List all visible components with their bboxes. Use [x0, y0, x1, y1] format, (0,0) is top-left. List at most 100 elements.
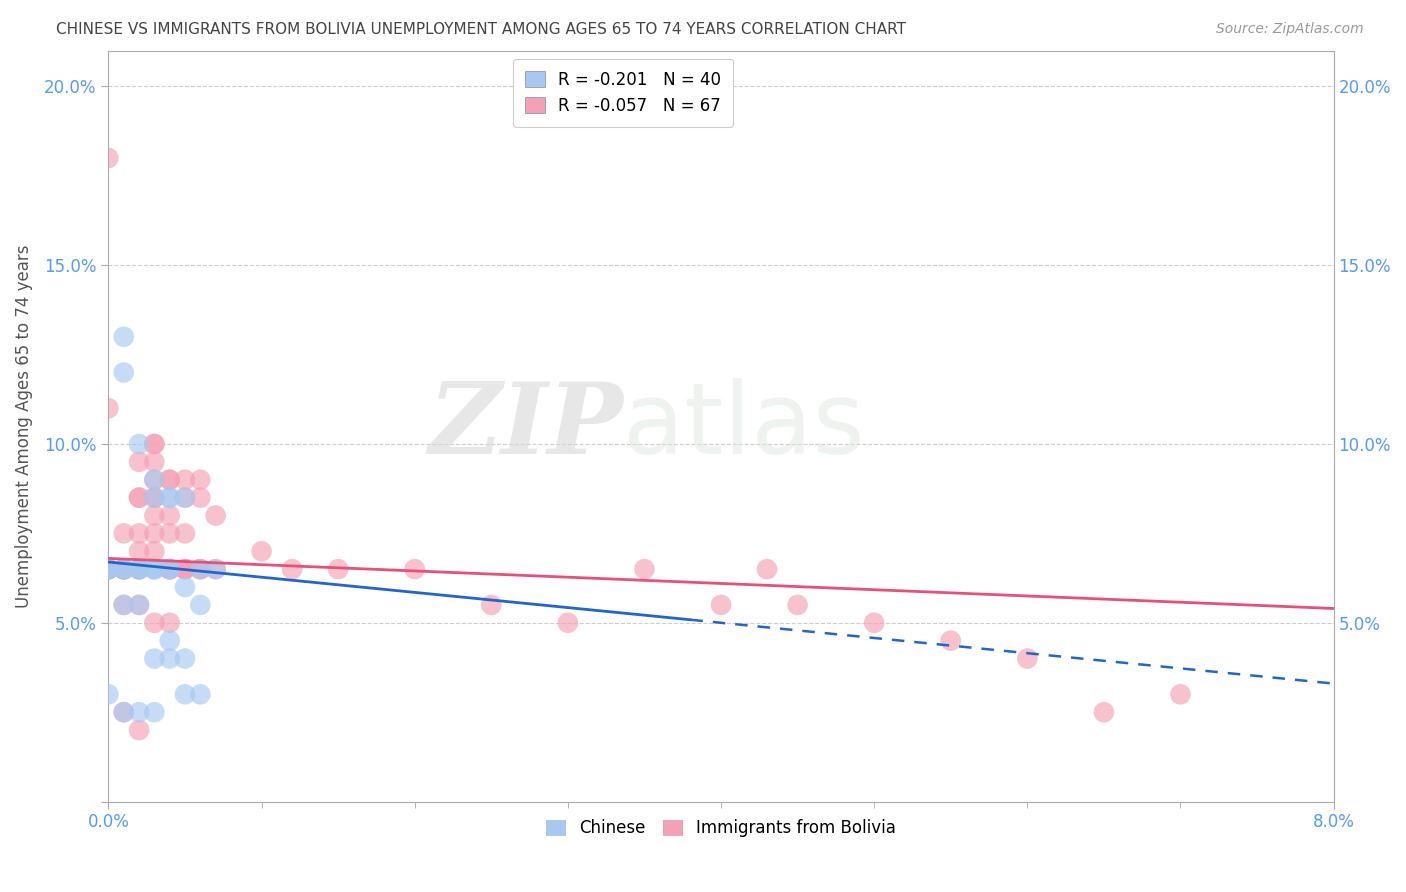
- Point: [174, 526, 197, 541]
- Point: [159, 633, 181, 648]
- Y-axis label: Unemployment Among Ages 65 to 74 years: Unemployment Among Ages 65 to 74 years: [15, 244, 32, 607]
- Point: [143, 437, 166, 451]
- Point: [479, 598, 502, 612]
- Point: [939, 633, 962, 648]
- Point: [143, 473, 166, 487]
- Point: [143, 526, 166, 541]
- Point: [633, 562, 655, 576]
- Point: [863, 615, 886, 630]
- Point: [128, 562, 150, 576]
- Point: [159, 562, 181, 576]
- Point: [97, 562, 120, 576]
- Point: [250, 544, 273, 558]
- Point: [128, 437, 150, 451]
- Point: [159, 473, 181, 487]
- Point: [97, 562, 120, 576]
- Point: [128, 562, 150, 576]
- Point: [97, 151, 120, 165]
- Point: [557, 615, 579, 630]
- Point: [159, 526, 181, 541]
- Point: [128, 562, 150, 576]
- Point: [143, 705, 166, 719]
- Point: [786, 598, 808, 612]
- Point: [112, 526, 135, 541]
- Point: [174, 491, 197, 505]
- Point: [143, 491, 166, 505]
- Point: [159, 562, 181, 576]
- Point: [112, 562, 135, 576]
- Point: [188, 562, 211, 576]
- Point: [174, 562, 197, 576]
- Point: [128, 544, 150, 558]
- Point: [128, 598, 150, 612]
- Point: [404, 562, 426, 576]
- Point: [188, 562, 211, 576]
- Point: [112, 562, 135, 576]
- Point: [1092, 705, 1115, 719]
- Point: [97, 562, 120, 576]
- Point: [112, 562, 135, 576]
- Point: [128, 491, 150, 505]
- Point: [174, 562, 197, 576]
- Point: [174, 473, 197, 487]
- Point: [97, 562, 120, 576]
- Point: [143, 491, 166, 505]
- Point: [188, 687, 211, 701]
- Point: [159, 491, 181, 505]
- Point: [1170, 687, 1192, 701]
- Point: [204, 562, 226, 576]
- Point: [281, 562, 304, 576]
- Point: [128, 562, 150, 576]
- Point: [159, 651, 181, 665]
- Point: [143, 651, 166, 665]
- Point: [143, 562, 166, 576]
- Point: [204, 562, 226, 576]
- Point: [128, 562, 150, 576]
- Point: [174, 687, 197, 701]
- Point: [143, 437, 166, 451]
- Point: [756, 562, 779, 576]
- Point: [159, 491, 181, 505]
- Point: [112, 598, 135, 612]
- Point: [159, 473, 181, 487]
- Point: [128, 705, 150, 719]
- Point: [97, 562, 120, 576]
- Point: [159, 615, 181, 630]
- Point: [112, 705, 135, 719]
- Point: [174, 491, 197, 505]
- Point: [128, 562, 150, 576]
- Point: [143, 562, 166, 576]
- Point: [143, 615, 166, 630]
- Point: [188, 562, 211, 576]
- Point: [112, 330, 135, 344]
- Point: [112, 562, 135, 576]
- Text: ZIP: ZIP: [427, 378, 623, 475]
- Point: [188, 491, 211, 505]
- Point: [174, 651, 197, 665]
- Point: [112, 562, 135, 576]
- Point: [128, 723, 150, 737]
- Point: [328, 562, 350, 576]
- Point: [159, 562, 181, 576]
- Point: [112, 562, 135, 576]
- Text: Source: ZipAtlas.com: Source: ZipAtlas.com: [1216, 22, 1364, 37]
- Point: [159, 562, 181, 576]
- Point: [174, 580, 197, 594]
- Text: CHINESE VS IMMIGRANTS FROM BOLIVIA UNEMPLOYMENT AMONG AGES 65 TO 74 YEARS CORREL: CHINESE VS IMMIGRANTS FROM BOLIVIA UNEMP…: [56, 22, 907, 37]
- Point: [128, 455, 150, 469]
- Point: [143, 544, 166, 558]
- Point: [97, 687, 120, 701]
- Point: [128, 526, 150, 541]
- Point: [112, 562, 135, 576]
- Legend: Chinese, Immigrants from Bolivia: Chinese, Immigrants from Bolivia: [538, 811, 904, 846]
- Point: [143, 491, 166, 505]
- Point: [204, 508, 226, 523]
- Point: [97, 401, 120, 416]
- Point: [97, 562, 120, 576]
- Point: [174, 562, 197, 576]
- Point: [159, 508, 181, 523]
- Point: [1017, 651, 1039, 665]
- Point: [143, 455, 166, 469]
- Point: [188, 473, 211, 487]
- Point: [143, 473, 166, 487]
